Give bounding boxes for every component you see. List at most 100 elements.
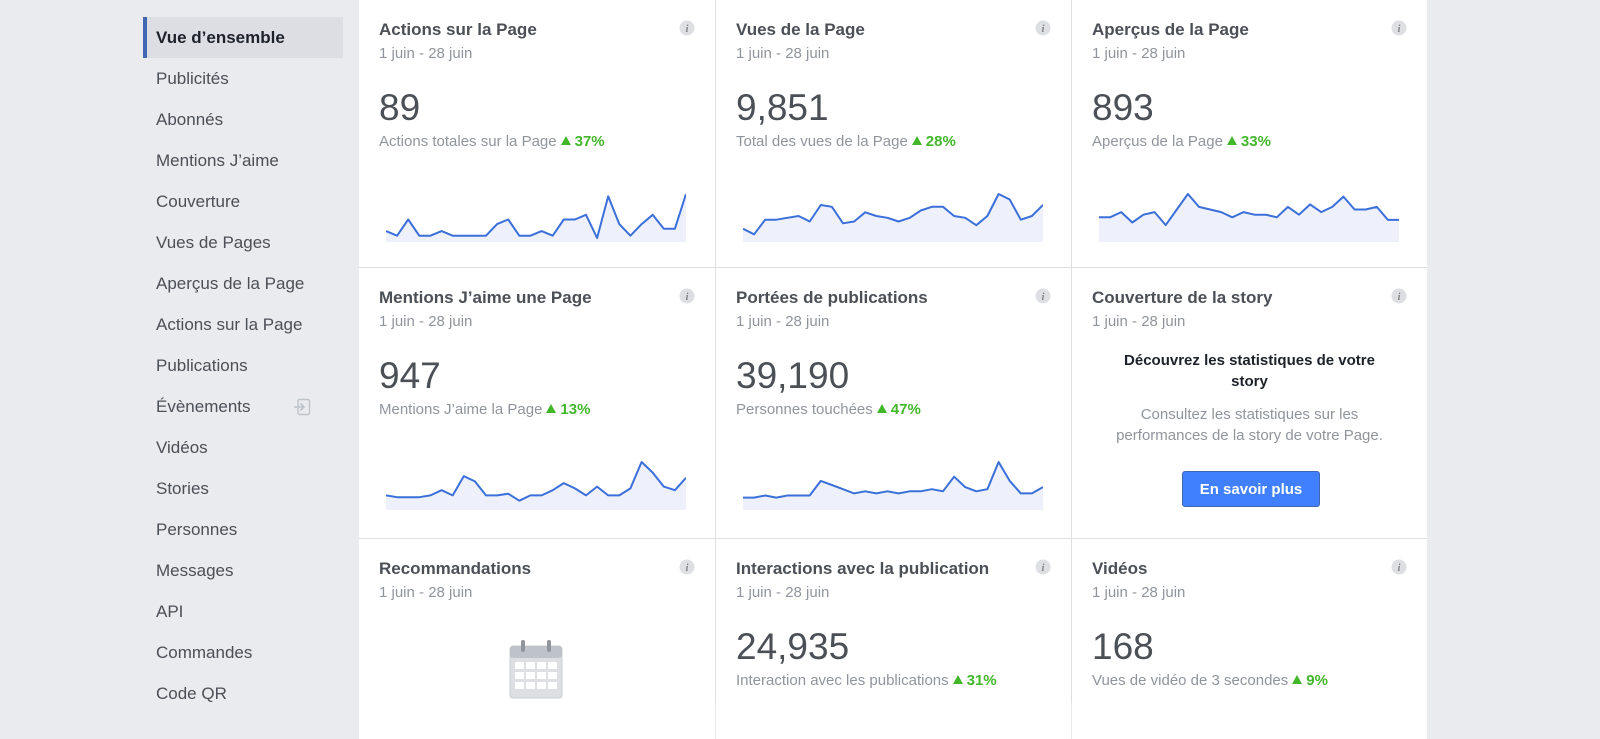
sidebar-item-label: Commandes bbox=[156, 642, 253, 662]
card-portees-publications[interactable]: Portées de publications 1 juin - 28 juin… bbox=[716, 268, 1071, 538]
sidebar-item-publications[interactable]: Publications bbox=[143, 345, 343, 386]
svg-text:i: i bbox=[1398, 292, 1401, 303]
card-date-range: 1 juin - 28 juin bbox=[1092, 45, 1186, 62]
sidebar-item-label: Vue d’ensemble bbox=[156, 27, 285, 47]
card-interactions-publication[interactable]: Interactions avec la publication 1 juin … bbox=[716, 539, 1071, 739]
sidebar-item-code-qr[interactable]: Code QR bbox=[143, 673, 343, 714]
sidebar-item-vue-ensemble[interactable]: Vue d’ensemble bbox=[143, 17, 343, 58]
sidebar-item-evenements[interactable]: Évènements bbox=[143, 386, 343, 427]
sidebar-item-abonnes[interactable]: Abonnés bbox=[143, 99, 343, 140]
metric-label: Mentions J’aime la Page bbox=[379, 401, 543, 418]
card-date-range: 1 juin - 28 juin bbox=[379, 584, 473, 601]
promo-heading: Découvrez les statistiques de votre stor… bbox=[1124, 352, 1375, 390]
sidebar-item-label: Couverture bbox=[156, 191, 241, 211]
sidebar-item-label: Personnes bbox=[156, 519, 238, 539]
sidebar-item-couverture[interactable]: Couverture bbox=[143, 181, 343, 222]
sidebar-item-label: Évènements bbox=[156, 396, 251, 416]
sparkline-area bbox=[743, 462, 1043, 510]
up-arrow-icon bbox=[1226, 136, 1237, 145]
metric-line: Interaction avec les publications 31% bbox=[736, 672, 997, 689]
sidebar-item-label: API bbox=[156, 601, 184, 621]
info-icon[interactable]: i bbox=[1391, 559, 1407, 575]
card-actions-page[interactable]: Actions sur la Page 1 juin - 28 juin i 8… bbox=[359, 0, 715, 267]
svg-text:i: i bbox=[686, 292, 689, 303]
sidebar-item-label: Vidéos bbox=[156, 437, 208, 457]
card-title: Mentions J’aime une Page bbox=[379, 288, 592, 307]
sidebar-item-stories[interactable]: Stories bbox=[143, 468, 343, 509]
sidebar-item-mentions-jaime[interactable]: Mentions J’aime bbox=[143, 140, 343, 181]
metric-line: Aperçus de la Page 33% bbox=[1092, 133, 1271, 150]
metric-line: Mentions J’aime la Page 13% bbox=[379, 401, 590, 418]
card-date-range: 1 juin - 28 juin bbox=[1092, 313, 1186, 330]
card-recommandations[interactable]: Recommandations 1 juin - 28 juin i bbox=[359, 539, 715, 739]
sparkline-chart bbox=[743, 193, 1043, 242]
svg-text:i: i bbox=[686, 563, 689, 574]
sidebar-item-messages[interactable]: Messages bbox=[143, 550, 343, 591]
sparkline-chart bbox=[386, 193, 686, 242]
sidebar-item-label: Abonnés bbox=[156, 109, 224, 129]
sidebar-item-personnes[interactable]: Personnes bbox=[143, 509, 343, 550]
up-arrow-icon bbox=[560, 136, 571, 145]
svg-text:i: i bbox=[1398, 24, 1401, 35]
card-vues-page[interactable]: Vues de la Page 1 juin - 28 juin i 9,851… bbox=[716, 0, 1071, 267]
sidebar-item-videos[interactable]: Vidéos bbox=[143, 427, 343, 468]
sidebar-item-apercus-page[interactable]: Aperçus de la Page bbox=[143, 263, 343, 304]
sidebar-item-label: Publications bbox=[156, 355, 248, 375]
up-arrow-icon bbox=[546, 404, 557, 413]
info-icon[interactable]: i bbox=[1391, 20, 1407, 36]
sidebar-item-commandes[interactable]: Commandes bbox=[143, 632, 343, 673]
sparkline-line bbox=[386, 461, 686, 502]
info-icon[interactable]: i bbox=[1035, 288, 1051, 304]
card-date-range: 1 juin - 28 juin bbox=[736, 45, 830, 62]
metric-value: 9,851 bbox=[736, 87, 829, 128]
card-title: Actions sur la Page bbox=[379, 20, 537, 39]
delta-value: 37% bbox=[574, 133, 605, 150]
metric-label: Actions totales sur la Page bbox=[379, 133, 557, 150]
sidebar-item-actions-page[interactable]: Actions sur la Page bbox=[143, 304, 343, 345]
calendar-icon bbox=[509, 640, 563, 699]
info-icon[interactable]: i bbox=[679, 559, 695, 575]
metric-value: 893 bbox=[1092, 87, 1154, 128]
info-icon[interactable]: i bbox=[1035, 20, 1051, 36]
sidebar-item-label: Messages bbox=[156, 560, 234, 580]
svg-text:i: i bbox=[1398, 563, 1401, 574]
learn-more-button[interactable]: En savoir plus bbox=[1182, 471, 1320, 507]
card-title: Interactions avec la publication bbox=[736, 559, 990, 578]
card-apercus-page[interactable]: Aperçus de la Page 1 juin - 28 juin i 89… bbox=[1072, 0, 1427, 267]
info-icon[interactable]: i bbox=[679, 288, 695, 304]
card-videos[interactable]: Vidéos 1 juin - 28 juin i 168 Vues de vi… bbox=[1072, 539, 1427, 739]
info-icon[interactable]: i bbox=[1035, 559, 1051, 575]
up-arrow-icon bbox=[876, 404, 887, 413]
metric-label: Total des vues de la Page bbox=[736, 133, 908, 150]
sidebar-item-label: Code QR bbox=[156, 683, 227, 703]
sparkline-area bbox=[1099, 194, 1399, 242]
up-arrow-icon bbox=[911, 136, 922, 145]
sparkline-chart bbox=[743, 461, 1043, 510]
sparkline-line bbox=[1099, 193, 1399, 227]
metric-delta: 47% bbox=[876, 401, 921, 418]
metric-delta: 9% bbox=[1292, 672, 1328, 689]
sidebar-item-publicites[interactable]: Publicités bbox=[143, 58, 343, 99]
external-link-icon[interactable] bbox=[293, 398, 311, 416]
card-couverture-story: Couverture de la story 1 juin - 28 juin … bbox=[1072, 268, 1427, 538]
info-icon[interactable]: i bbox=[1391, 288, 1407, 304]
card-mentions-jaime[interactable]: Mentions J’aime une Page 1 juin - 28 jui… bbox=[359, 268, 715, 538]
card-title: Aperçus de la Page bbox=[1092, 20, 1249, 39]
card-date-range: 1 juin - 28 juin bbox=[379, 313, 473, 330]
svg-text:i: i bbox=[1042, 563, 1045, 574]
card-title: Couverture de la story bbox=[1092, 288, 1273, 307]
metric-line: Personnes touchées 47% bbox=[736, 401, 921, 418]
metric-line: Total des vues de la Page 28% bbox=[736, 133, 956, 150]
delta-value: 31% bbox=[966, 672, 997, 689]
sidebar-item-vues-pages[interactable]: Vues de Pages bbox=[143, 222, 343, 263]
sidebar-item-label: Publicités bbox=[156, 68, 229, 88]
metric-delta: 31% bbox=[952, 672, 997, 689]
metric-delta: 33% bbox=[1226, 133, 1271, 150]
sidebar-item-api[interactable]: API bbox=[143, 591, 343, 632]
metric-delta: 37% bbox=[560, 133, 605, 150]
sparkline-chart bbox=[1099, 193, 1399, 242]
card-title: Vues de la Page bbox=[736, 20, 865, 39]
info-icon[interactable]: i bbox=[679, 20, 695, 36]
card-title: Portées de publications bbox=[736, 288, 928, 307]
metric-line: Actions totales sur la Page 37% bbox=[379, 133, 605, 150]
